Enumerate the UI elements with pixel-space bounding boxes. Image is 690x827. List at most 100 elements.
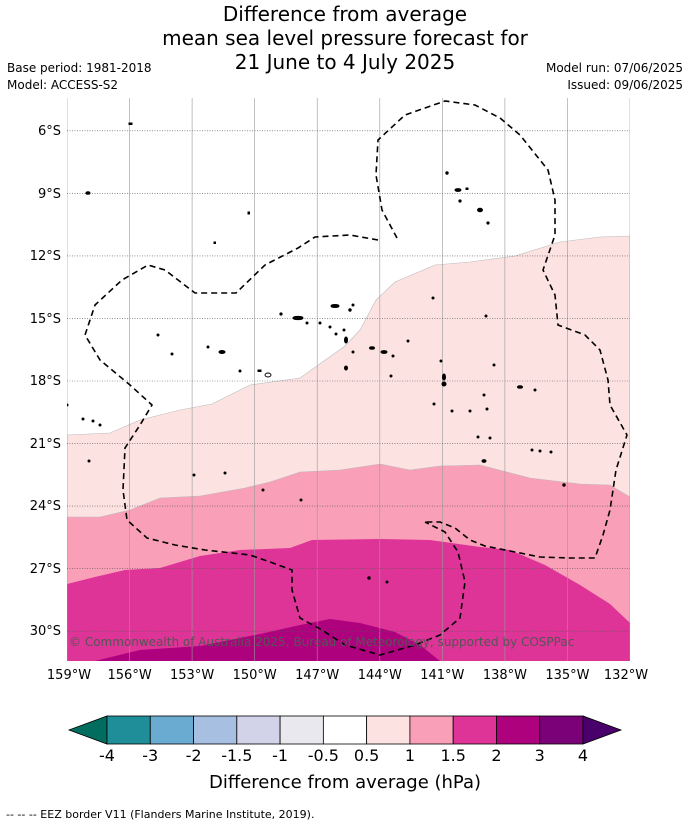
colorbar-tick-label: -0.5 <box>308 746 339 765</box>
colorbar-over-arrow <box>582 715 623 745</box>
island <box>299 498 303 502</box>
island <box>218 350 226 354</box>
y-tick-label: 27°S <box>30 562 61 577</box>
copyright-notice: © Commonwealth of Australia 2025, Bureau… <box>69 635 574 649</box>
island <box>481 459 487 463</box>
colorbar-segment <box>279 715 324 745</box>
y-tick-label: 24°S <box>30 499 61 514</box>
base-period: Base period: 1981-2018 <box>7 61 152 75</box>
x-tick-label: 153°W <box>170 668 214 683</box>
colorbar-segment <box>409 715 454 745</box>
meta-left: Base period: 1981-2018 Model: ACCESS-S2 <box>7 60 152 94</box>
y-tick-label: 15°S <box>30 312 61 327</box>
island <box>486 221 490 225</box>
island <box>458 199 462 203</box>
colorbar-tick-label: -1.5 <box>221 746 252 765</box>
title-line-1: Difference from average <box>222 2 468 26</box>
island <box>488 436 492 440</box>
x-tick-label: 159°W <box>47 668 91 683</box>
meta-right: Model run: 07/06/2025 Issued: 09/06/2025 <box>546 60 683 94</box>
y-tick-label: 18°S <box>30 374 61 389</box>
island <box>385 580 389 584</box>
island <box>257 369 262 372</box>
island <box>351 303 355 307</box>
x-tick-label: 132°W <box>604 668 648 683</box>
eez-footnote: -- -- -- EEZ border V11 (Flanders Marine… <box>6 808 315 821</box>
island <box>192 473 196 477</box>
colorbar-tick-label: 1 <box>405 746 415 765</box>
meridian-grid <box>67 98 630 661</box>
colorbar-tick-label: -1 <box>272 746 288 765</box>
island <box>318 321 322 325</box>
colorbar-segment <box>106 715 151 745</box>
island <box>369 346 375 350</box>
colorbar-tick-label: -4 <box>99 746 115 765</box>
colorbar-segment <box>496 715 541 745</box>
issued-date: Issued: 09/06/2025 <box>567 78 683 92</box>
island <box>344 365 348 371</box>
colorbar-segment <box>452 715 497 745</box>
eez-border-west <box>84 234 466 656</box>
colorbar-tick-label: 0.5 <box>354 746 379 765</box>
island <box>328 325 332 329</box>
island <box>468 409 472 413</box>
x-tick-label: 156°W <box>108 668 152 683</box>
island <box>213 241 216 244</box>
contour-2-to-3 <box>95 619 440 661</box>
island <box>170 352 174 356</box>
island <box>238 369 242 373</box>
colorbar: -4 -3 -2 -1.5 -1 -0.5 0.5 1 1.5 2 3 4 <box>67 715 623 765</box>
island <box>389 374 393 378</box>
island <box>279 312 283 316</box>
colorbar-segment <box>236 715 281 745</box>
island <box>344 336 348 344</box>
island <box>334 332 338 336</box>
colorbar-segment <box>193 715 238 745</box>
model-run: Model run: 07/06/2025 <box>545 61 683 75</box>
island <box>441 381 447 387</box>
title-line-3: 21 June to 4 July 2025 <box>234 50 456 74</box>
x-tick-label: 135°W <box>545 668 589 683</box>
island <box>439 359 443 363</box>
colorbar-tick-label: 4 <box>578 746 588 765</box>
colorbar-under-arrow <box>67 715 108 745</box>
colorbar-segment <box>322 715 368 745</box>
title-line-2: mean sea level pressure forecast for <box>162 26 528 50</box>
island <box>391 354 395 358</box>
island <box>562 483 566 487</box>
island <box>85 191 91 195</box>
model-name: Model: ACCESS-S2 <box>7 78 119 92</box>
island <box>223 471 227 475</box>
colorbar-tick-label: -2 <box>186 746 202 765</box>
island <box>477 207 483 213</box>
colorbar-segment <box>366 715 411 745</box>
island <box>442 373 446 381</box>
island <box>67 403 69 407</box>
colorbar-tick-label: 3 <box>535 746 545 765</box>
x-tick-label: 150°W <box>233 668 277 683</box>
x-tick-label: 141°W <box>420 668 464 683</box>
y-axis-labels: 6°S 9°S 12°S 15°S 18°S 21°S 24°S 27°S 30… <box>30 124 61 639</box>
y-tick-label: 6°S <box>38 124 61 139</box>
y-tick-label: 21°S <box>30 437 61 452</box>
x-tick-label: 147°W <box>295 668 339 683</box>
island <box>450 409 454 413</box>
island <box>538 449 542 453</box>
colorbar-segment <box>539 715 584 745</box>
island <box>454 188 462 192</box>
contour-1-5-to-2 <box>67 539 630 661</box>
island <box>485 407 489 411</box>
island <box>206 345 210 349</box>
y-tick-label: 12°S <box>30 249 61 264</box>
island <box>380 350 388 354</box>
island <box>330 304 340 308</box>
island <box>533 388 537 392</box>
island <box>156 333 160 337</box>
island <box>530 448 534 452</box>
colorbar-label: Difference from average (hPa) <box>209 772 481 793</box>
colorbar-tick-label: 2 <box>491 746 501 765</box>
y-tick-label: 30°S <box>30 624 61 639</box>
island <box>445 171 449 175</box>
island <box>81 417 85 421</box>
